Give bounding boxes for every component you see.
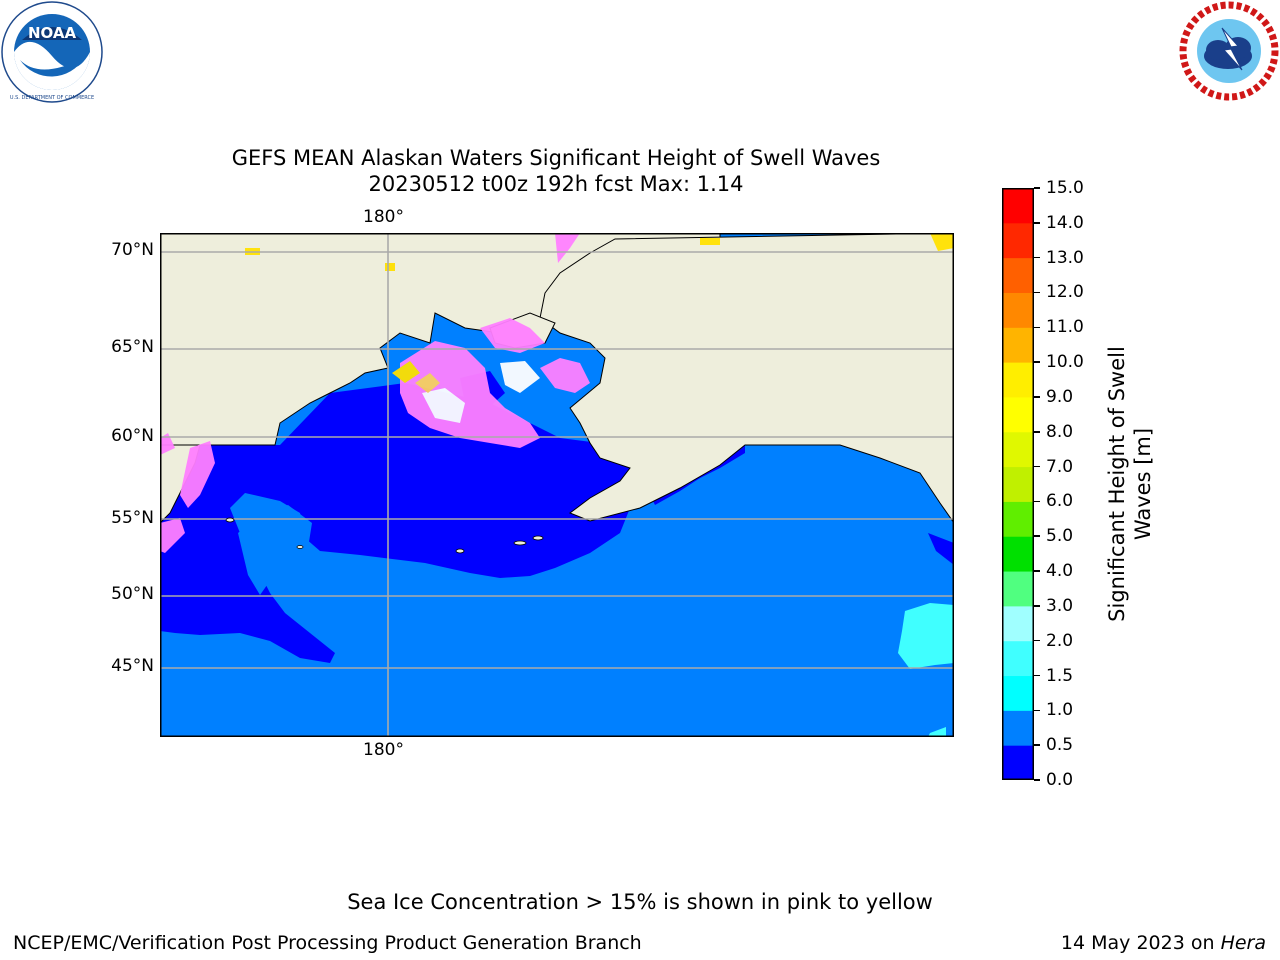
colorbar-tick-mark — [1034, 500, 1040, 503]
footer-right: 14 May 2023 on Hera — [1061, 932, 1266, 954]
sea-ice — [160, 233, 954, 553]
colorbar — [1002, 188, 1034, 781]
colorbar-tick-label: 5.0 — [1046, 526, 1074, 547]
swell-height-map — [159, 232, 955, 737]
nws-seal-icon — [1179, 1, 1279, 101]
colorbar-tick-mark — [1034, 326, 1040, 329]
chart-subtitle: 20230512 t00z 192h fcst Max: 1.14 — [368, 172, 744, 196]
colorbar-tick-label: 14.0 — [1046, 212, 1084, 233]
colorbar-band — [1002, 292, 1034, 328]
colorbar-band — [1002, 710, 1034, 746]
top-lon-label: 180° — [363, 207, 404, 227]
colorbar-tick-label: 2.0 — [1046, 630, 1074, 651]
colorbar-tick-label: 6.0 — [1046, 491, 1074, 512]
colorbar-tick-mark — [1034, 570, 1040, 572]
lat-label-55n: 55°N — [111, 508, 154, 528]
ocean-swell-10-15-edge — [928, 727, 946, 737]
footer-host: Hera — [1220, 932, 1266, 954]
colorbar-tick-label: 1.0 — [1046, 700, 1074, 721]
aleutian-islands — [225, 517, 544, 554]
svg-text:U.S. DEPARTMENT OF COMMERCE: U.S. DEPARTMENT OF COMMERCE — [10, 95, 94, 101]
colorbar-tick-mark — [1034, 431, 1040, 433]
colorbar-tick-label: 11.0 — [1046, 317, 1084, 338]
colorbar-tick-mark — [1034, 291, 1040, 294]
colorbar-tick-label: 15.0 — [1046, 178, 1084, 198]
colorbar-band — [1002, 605, 1034, 642]
colorbar-tick-mark — [1034, 639, 1040, 642]
colorbar-band — [1002, 501, 1034, 537]
colorbar-tick-mark — [1034, 361, 1040, 363]
colorbar-band — [1002, 571, 1034, 607]
map-gridlines — [160, 233, 954, 737]
colorbar-tick-label: 12.0 — [1046, 282, 1084, 303]
ocean-swell-05-10-patch — [238, 505, 312, 595]
lat-label-50n: 50°N — [111, 584, 154, 604]
footer-date: 14 May 2023 on — [1060, 932, 1215, 954]
colorbar-tick-mark — [1034, 674, 1040, 677]
colorbar-tick-label: 0.0 — [1046, 770, 1074, 790]
colorbar-band — [1002, 745, 1034, 781]
sea-ice-note: Sea Ice Concentration > 15% is shown in … — [347, 890, 933, 914]
colorbar-tick-mark — [1034, 605, 1040, 607]
lat-label-45n: 45°N — [111, 656, 154, 676]
colorbar-tick-label: 1.5 — [1046, 665, 1074, 686]
colorbar-tick-mark — [1034, 396, 1040, 398]
colorbar-band — [1002, 466, 1034, 502]
ocean-swell-10-15 — [898, 603, 954, 669]
colorbar-tick-mark — [1034, 709, 1040, 712]
colorbar-band — [1002, 640, 1034, 677]
lat-label-70n: 70°N — [111, 240, 154, 260]
colorbar-tick-label: 4.0 — [1046, 561, 1074, 582]
colorbar-band — [1002, 396, 1034, 433]
colorbar-tick-mark — [1034, 779, 1040, 781]
colorbar-band — [1002, 362, 1034, 398]
colorbar-tick-label: 0.5 — [1046, 735, 1074, 756]
colorbar-band — [1002, 188, 1034, 224]
noaa-seal-icon: NOAA U.S. DEPARTMENT OF COMMERCE — [1, 1, 103, 103]
noaa-logo: NOAA U.S. DEPARTMENT OF COMMERCE — [0, 0, 104, 104]
footer-left: NCEP/EMC/Verification Post Processing Pr… — [13, 932, 642, 954]
colorbar-band — [1002, 675, 1034, 711]
bottom-lon-label: 180° — [363, 740, 404, 760]
colorbar-tick-label: 9.0 — [1046, 386, 1074, 407]
colorbar-band — [1002, 327, 1034, 363]
colorbar-label-line2: Waves [m] — [1131, 427, 1155, 541]
colorbar-bands — [1002, 188, 1034, 781]
colorbar-ticks: 0.0 0.5 1.0 1.5 2.0 3.0 4.0 5.0 6.0 7.0 8.0 9.0 10.0… — [1034, 178, 1114, 790]
colorbar-band — [1002, 536, 1034, 572]
colorbar-band — [1002, 222, 1034, 259]
colorbar-band — [1002, 431, 1034, 468]
map-panel — [159, 232, 955, 737]
colorbar-tick-mark — [1034, 465, 1040, 468]
noaa-logo-text: NOAA — [28, 24, 77, 42]
colorbar-tick-mark — [1034, 222, 1040, 224]
colorbar-frame — [1002, 188, 1034, 780]
lat-label-65n: 65°N — [111, 337, 154, 357]
nws-logo — [1178, 0, 1280, 102]
colorbar-tick-label: 3.0 — [1046, 595, 1074, 616]
se-alaska-swell-00-05 — [928, 533, 954, 565]
colorbar-tick-label: 10.0 — [1046, 352, 1084, 373]
colorbar-label-line1: Significant Height of Swell — [1105, 346, 1129, 622]
lat-label-60n: 60°N — [111, 426, 154, 446]
colorbar-tick-mark — [1034, 256, 1040, 259]
colorbar-tick-mark — [1034, 535, 1040, 537]
colorbar-tick-label: 8.0 — [1046, 421, 1074, 442]
colorbar-tick-label: 13.0 — [1046, 247, 1084, 268]
chart-title: GEFS MEAN Alaskan Waters Significant Hei… — [231, 146, 881, 170]
map-frame — [160, 233, 954, 737]
colorbar-band — [1002, 257, 1034, 293]
colorbar-tick-mark — [1034, 187, 1040, 189]
colorbar-tick-label: 7.0 — [1046, 456, 1074, 477]
colorbar-tick-mark — [1034, 744, 1040, 746]
